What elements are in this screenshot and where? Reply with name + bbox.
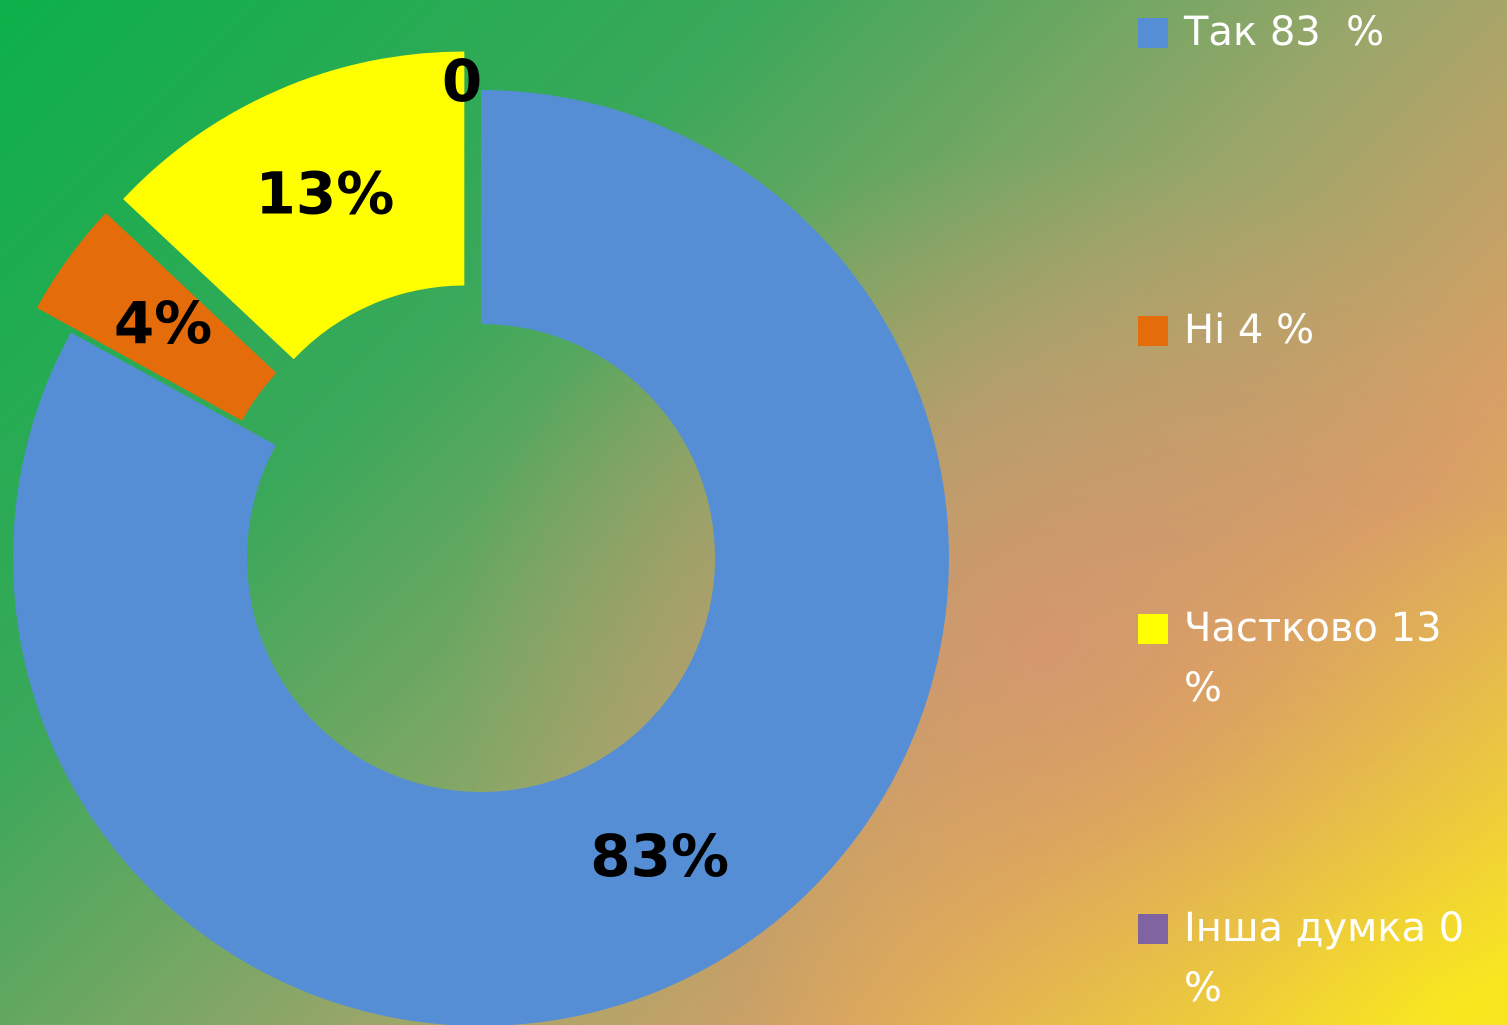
legend-label: Ні 4 %	[1184, 307, 1315, 353]
legend-item: Інша думка 0 %	[1138, 898, 1468, 1018]
legend-item: Так 83 %	[1138, 2, 1468, 62]
donut: 83% 4% 13% 0	[13, 47, 949, 1025]
donut-slice	[123, 51, 465, 360]
legend-label: Інша думка 0 %	[1184, 905, 1477, 1011]
legend-label: Так 83 %	[1184, 9, 1385, 55]
legend: Так 83 % Ні 4 % Частково 13 % Інша думка 0 …	[1138, 0, 1468, 1025]
donut-slice	[13, 90, 949, 1025]
legend-swatch	[1138, 316, 1168, 346]
donut-slice	[36, 212, 277, 421]
legend-item: Ні 4 %	[1138, 300, 1468, 360]
data-label: 83%	[590, 822, 729, 890]
data-label: 13%	[256, 159, 395, 227]
data-label: 0	[442, 47, 482, 115]
legend-item: Частково 13 %	[1138, 598, 1468, 718]
legend-swatch	[1138, 614, 1168, 644]
legend-swatch	[1138, 18, 1168, 48]
legend-swatch	[1138, 914, 1168, 944]
legend-label: Частково 13 %	[1184, 605, 1455, 711]
data-label: 4%	[114, 289, 212, 357]
